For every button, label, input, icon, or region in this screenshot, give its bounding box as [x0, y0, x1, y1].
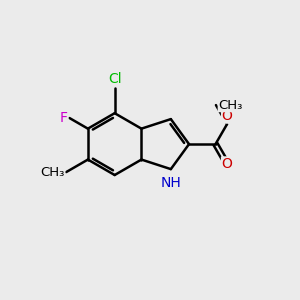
Text: NH: NH	[160, 176, 181, 190]
Text: CH₃: CH₃	[40, 166, 65, 179]
Text: F: F	[60, 111, 68, 125]
Text: Cl: Cl	[108, 72, 122, 86]
Text: O: O	[222, 109, 232, 123]
Text: O: O	[222, 157, 232, 171]
Text: CH₃: CH₃	[218, 99, 243, 112]
